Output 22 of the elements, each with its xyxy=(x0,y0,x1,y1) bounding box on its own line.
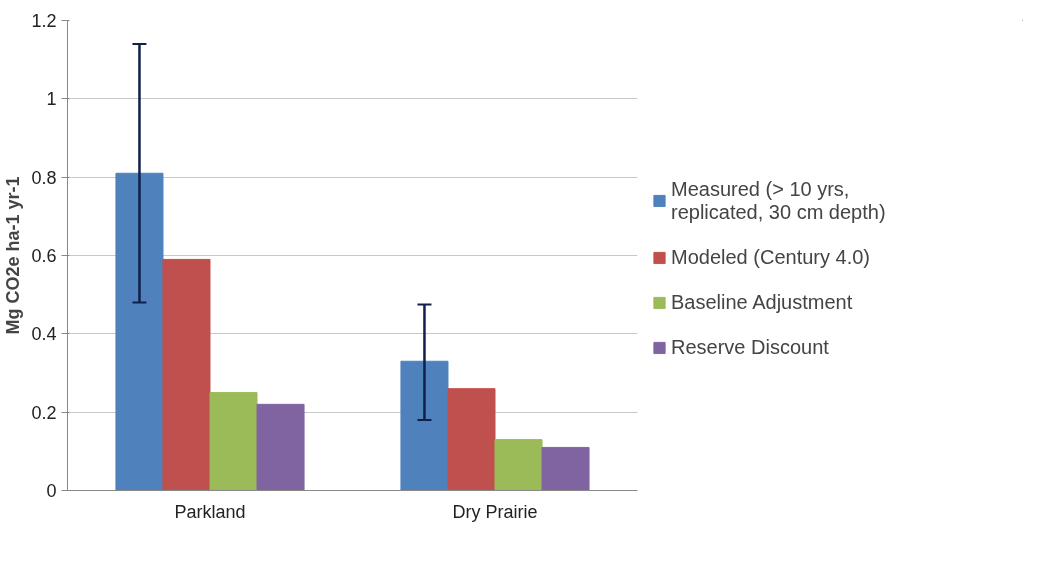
y-tick-label: 1.2 xyxy=(31,11,57,31)
legend-label: Reserve Discount xyxy=(671,335,829,359)
legend-label: Modeled (Century 4.0) xyxy=(671,245,870,269)
bar xyxy=(209,392,258,491)
legend-label: Measured (> 10 yrs, replicated, 30 cm depth) xyxy=(671,177,886,224)
legend-label: Baseline Adjustment xyxy=(671,290,853,314)
y-axis-title: Mg CO2e ha-1 yr-1 xyxy=(3,176,24,335)
y-tick-label: 0.4 xyxy=(31,324,57,345)
bar xyxy=(447,388,496,491)
bar xyxy=(256,403,305,491)
bar xyxy=(162,258,211,491)
x-tick-label: Parkland xyxy=(174,501,246,522)
y-tick-label: 0 xyxy=(46,481,57,501)
y-tick-label: 0.8 xyxy=(31,167,57,188)
y-tick-label: 0.2 xyxy=(31,402,57,423)
x-tick-label: Dry Prairie xyxy=(452,501,538,522)
bar xyxy=(400,360,449,491)
bar xyxy=(115,172,164,491)
bar xyxy=(541,446,590,491)
y-tick-label: 1 xyxy=(46,89,57,110)
bar xyxy=(494,439,543,491)
y-tick-label: 0.6 xyxy=(31,246,57,266)
